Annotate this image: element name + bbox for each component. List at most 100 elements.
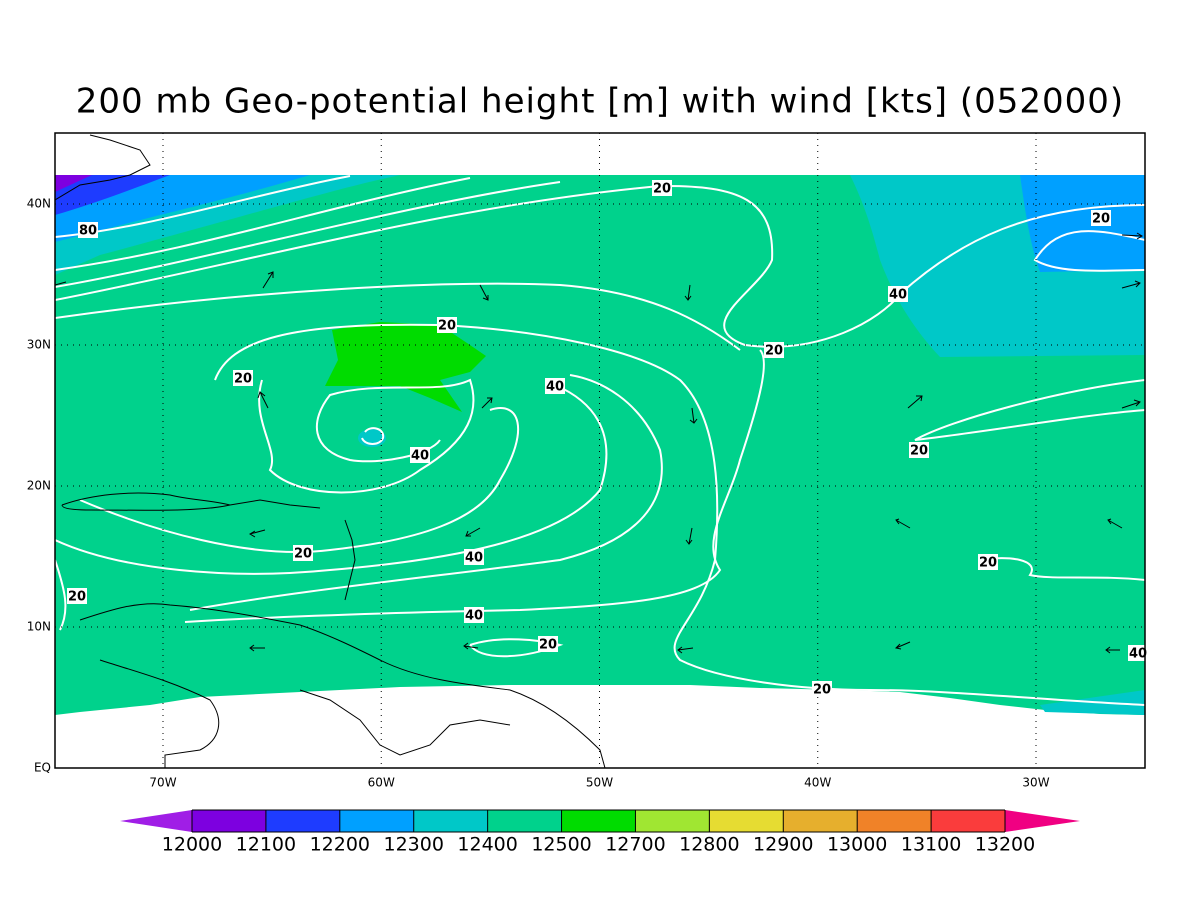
contour-label-bg xyxy=(978,554,998,570)
contour-label: 40 xyxy=(465,609,483,624)
contour-line xyxy=(55,181,561,288)
colorbar-box xyxy=(413,810,488,832)
contour-line xyxy=(55,384,608,575)
contour-label-bg xyxy=(233,370,253,386)
contour-label: 20 xyxy=(294,547,312,562)
graticule: EQ 10N 20N 30N 40N 70W 60W 50W 40W 30W xyxy=(27,133,1145,790)
lon-label: 30W xyxy=(1022,776,1049,790)
wind-arrow xyxy=(894,641,911,650)
contour-label: 20 xyxy=(910,444,928,459)
contour-line xyxy=(1033,230,1145,272)
contour-label-bg xyxy=(410,447,430,463)
coastline xyxy=(99,659,220,768)
contour-label: 20 xyxy=(438,319,456,334)
wind-arrow xyxy=(54,281,67,286)
height-fill xyxy=(55,175,170,215)
colorbar-triangle xyxy=(1005,810,1080,832)
wind-arrow xyxy=(677,646,694,654)
colorbar-label: 13200 xyxy=(975,834,1035,856)
contour-line xyxy=(55,177,471,271)
wind-arrow xyxy=(684,284,692,301)
contour-label-bg xyxy=(1128,645,1148,661)
wind-arrow xyxy=(1121,280,1141,289)
lat-label: EQ xyxy=(34,761,51,775)
wind-arrow xyxy=(465,527,481,537)
title: 200 mb Geo-potential height [m] with win… xyxy=(76,82,1124,122)
contour-label-bg xyxy=(538,636,558,652)
contour-label-bg xyxy=(464,549,484,565)
contour-line xyxy=(55,184,1145,348)
colorbar-label: 13100 xyxy=(901,834,961,856)
contour-label-bg xyxy=(293,545,313,561)
contour-label: 20 xyxy=(68,590,86,605)
contour-label-bg xyxy=(909,442,929,458)
contour-label: 40 xyxy=(1129,647,1147,662)
lat-label: 40N xyxy=(27,197,51,211)
contour-line xyxy=(55,559,67,631)
wind-arrow xyxy=(1121,232,1143,240)
coastlines xyxy=(55,134,606,768)
contour-label-bg xyxy=(764,342,784,358)
contour-label-bg xyxy=(67,588,87,604)
coastline xyxy=(61,492,231,511)
contour-line xyxy=(914,379,1145,441)
contour-line xyxy=(469,638,564,658)
colorbar-label: 12500 xyxy=(531,834,591,856)
colorbar-box xyxy=(709,810,784,832)
colorbar-label: 12000 xyxy=(162,834,222,856)
contour-label-bg xyxy=(652,180,672,196)
contour-label: 20 xyxy=(765,344,783,359)
colorbar-label: 12400 xyxy=(457,834,517,856)
colorbar-box xyxy=(857,810,932,832)
coastline xyxy=(344,519,356,601)
contour-label-bg xyxy=(545,378,565,394)
contour-label-bg xyxy=(78,222,98,238)
lat-label: 10N xyxy=(27,620,51,634)
contour-label-bg xyxy=(437,317,457,333)
contour-line xyxy=(258,378,475,494)
colorbar-label: 12200 xyxy=(310,834,370,856)
colorbar-box xyxy=(931,810,1005,832)
wind-arrow xyxy=(479,284,489,301)
colorbar-label: 12800 xyxy=(679,834,739,856)
lon-label: 50W xyxy=(586,776,613,790)
contour-label: 40 xyxy=(546,380,564,395)
wind-arrow xyxy=(907,395,923,409)
colorbar-box xyxy=(783,810,858,832)
lon-label: 70W xyxy=(149,776,176,790)
contour-line xyxy=(55,282,741,351)
colorbar-box xyxy=(265,810,340,832)
wind-arrow xyxy=(249,529,266,538)
wind-arrow xyxy=(262,271,274,289)
colorbar-label: 12300 xyxy=(384,834,444,856)
lat-label: 30N xyxy=(27,338,51,352)
contour-label: 20 xyxy=(539,638,557,653)
wind-arrow xyxy=(481,397,493,409)
contour-label-bg xyxy=(464,607,484,623)
wind-arrow xyxy=(895,518,911,529)
wind-arrow xyxy=(1107,518,1123,529)
colorbar-label: 13000 xyxy=(827,834,887,856)
plot-frame xyxy=(54,132,1146,769)
contour-line xyxy=(189,374,663,611)
wind-arrow xyxy=(257,391,269,409)
wind-arrow xyxy=(249,644,265,652)
contour-label-bg xyxy=(888,286,908,302)
colorbar-box xyxy=(561,810,636,832)
colorbar-box xyxy=(487,810,562,832)
contour-label: 80 xyxy=(79,224,97,239)
contour-label-bg xyxy=(1091,210,1111,226)
contour-line xyxy=(79,407,520,553)
contour-label-bg xyxy=(812,681,832,697)
contour-label: 20 xyxy=(813,683,831,698)
wind-arrow xyxy=(689,407,698,424)
colorbar: 12000 12100 12200 12300 12400 12500 12700 12800… xyxy=(120,809,1080,856)
colorbar-box xyxy=(339,810,414,832)
coastline xyxy=(55,134,151,201)
colorbar-label: 12900 xyxy=(753,834,813,856)
contour-label: 20 xyxy=(653,182,671,197)
colorbar-box xyxy=(635,810,710,832)
lat-label: 20N xyxy=(27,479,51,493)
colorbar-label: 12100 xyxy=(236,834,296,856)
